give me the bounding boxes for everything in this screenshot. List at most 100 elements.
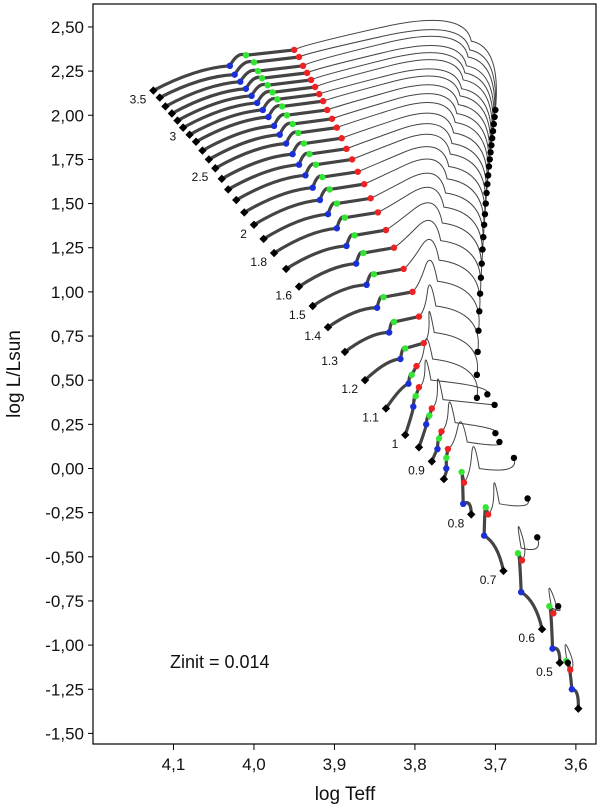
- zinit-annotation: Zinit = 0.014: [170, 652, 270, 672]
- red-point: [367, 195, 374, 202]
- end-point: [481, 210, 489, 218]
- green-point: [443, 454, 450, 462]
- blue-point: [460, 500, 467, 508]
- blue-point: [276, 131, 283, 138]
- track-post-main-sequence: [377, 186, 483, 264]
- end-point: [483, 189, 490, 197]
- green-point: [300, 140, 308, 147]
- zams-marker: [574, 704, 583, 713]
- y-tick-label: -0,25: [45, 504, 84, 523]
- blue-point: [289, 150, 296, 158]
- y-axis-title: log L/Lsun: [4, 330, 25, 418]
- green-point: [412, 392, 419, 400]
- red-point: [415, 384, 423, 391]
- end-point: [492, 429, 499, 437]
- mass-label: 1.5: [289, 308, 306, 322]
- red-point: [444, 445, 452, 453]
- track-post-main-sequence: [403, 238, 481, 312]
- zams-marker: [155, 93, 164, 102]
- red-point: [299, 62, 307, 70]
- end-point: [478, 260, 485, 267]
- track-post-main-sequence: [412, 259, 480, 331]
- mass-label: 0.5: [536, 665, 553, 679]
- green-point: [289, 120, 296, 128]
- red-point: [390, 244, 398, 251]
- mass-label: 3.5: [130, 93, 147, 107]
- end-point: [477, 274, 485, 281]
- zams-marker: [340, 347, 350, 357]
- blue-point: [231, 71, 238, 78]
- zams-marker: [173, 116, 182, 125]
- red-point: [338, 135, 345, 142]
- blue-point: [316, 196, 324, 204]
- y-tick-label: 0,00: [51, 459, 84, 478]
- green-point: [254, 67, 262, 75]
- end-point: [480, 221, 488, 228]
- blue-point: [443, 465, 450, 472]
- blue-point: [237, 78, 244, 85]
- track-post-main-sequence: [310, 52, 494, 139]
- green-point: [351, 232, 358, 239]
- green-point: [333, 200, 341, 207]
- zams-marker: [308, 301, 317, 311]
- end-point: [496, 438, 503, 446]
- zams-marker: [211, 164, 220, 173]
- green-point: [435, 435, 443, 442]
- y-tick-label: -1,25: [45, 680, 84, 699]
- blue-point: [517, 588, 525, 596]
- x-tick-label: 3,6: [564, 755, 588, 774]
- mass-label: 1.3: [321, 354, 338, 368]
- zams-marker: [381, 404, 391, 413]
- end-point: [492, 106, 499, 114]
- red-point: [415, 313, 423, 320]
- mass-label: 0.7: [480, 573, 497, 587]
- y-axis-ticks: 2,50 2,25 2,00 1,75 1,50 1,25 1,00 0,75 0,50 0,25…: [45, 18, 93, 743]
- red-point: [550, 610, 557, 617]
- green-point: [258, 74, 266, 82]
- end-point: [473, 371, 481, 379]
- red-point: [438, 428, 445, 435]
- zams-marker: [555, 658, 564, 667]
- mass-label: 2: [240, 227, 247, 241]
- zams-marker: [185, 130, 194, 139]
- red-point: [484, 511, 492, 518]
- blue-point: [333, 225, 341, 232]
- track-post-main-sequence: [385, 202, 483, 278]
- green-point: [242, 52, 250, 59]
- y-tick-label: 2,00: [51, 106, 84, 125]
- track-post-main-sequence: [431, 378, 496, 409]
- mass-label: 0.9: [408, 463, 425, 477]
- green-point: [250, 59, 258, 66]
- track-post-main-sequence: [517, 525, 539, 561]
- track-post-main-sequence: [326, 84, 491, 167]
- blue-point: [549, 645, 556, 652]
- zams-marker: [537, 625, 547, 634]
- blue-point: [282, 140, 290, 147]
- track-post-main-sequence: [370, 172, 484, 250]
- y-tick-label: 1,25: [51, 239, 84, 258]
- zams-marker: [294, 282, 304, 291]
- zams-marker: [240, 208, 249, 217]
- green-point: [269, 89, 276, 96]
- blue-point: [352, 260, 360, 267]
- track-post-main-sequence: [306, 45, 495, 132]
- track-post-main-sequence: [314, 59, 493, 146]
- red-point: [295, 53, 303, 61]
- red-point: [343, 145, 350, 153]
- zams-marker: [217, 174, 226, 184]
- red-point: [307, 76, 315, 84]
- green-point: [306, 150, 313, 158]
- end-point: [488, 135, 496, 142]
- blue-point: [248, 92, 255, 100]
- zams-marker: [323, 322, 333, 332]
- zams-marker: [167, 109, 177, 118]
- blue-point: [324, 210, 332, 218]
- y-tick-label: 0,75: [51, 327, 84, 346]
- green-point: [426, 412, 433, 419]
- mass-label: 1.6: [275, 289, 292, 303]
- x-tick-label: 4,0: [242, 755, 266, 774]
- green-point: [278, 103, 286, 110]
- y-tick-label: -0,50: [45, 548, 84, 567]
- mass-labels-layer: 3.5 3 2.5 21.8 1.6 1.5 1.41.31.2 1.1 1 0.9 0.8 0.7 0…: [130, 93, 553, 679]
